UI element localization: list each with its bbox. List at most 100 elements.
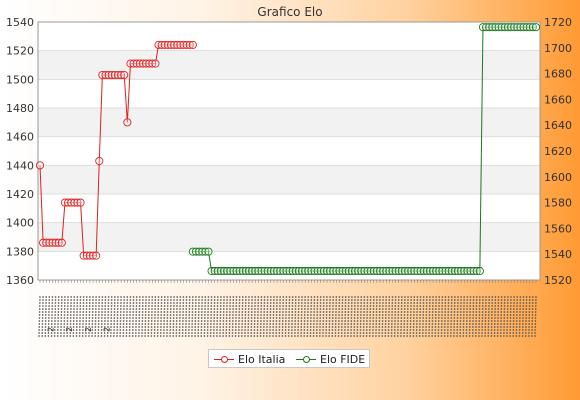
x-tick-label-mark	[147, 295, 150, 339]
plot-border	[37, 21, 541, 281]
x-tick-label-mark	[197, 295, 200, 339]
data-point	[385, 266, 394, 276]
chart-title: Grafico Elo	[257, 5, 322, 19]
x-tick-label-mark	[88, 295, 91, 339]
data-point	[142, 59, 151, 68]
data-point	[475, 266, 484, 276]
y-left-tick-label: 1480	[6, 102, 34, 115]
x-tick-label-mark	[135, 295, 138, 339]
x-tick-label-mark	[256, 295, 260, 339]
y-left-tick-label: 1440	[6, 159, 34, 172]
legend-label-elo-fide: Elo FIDE	[320, 352, 366, 366]
x-tick-label-mark	[534, 295, 537, 339]
data-point	[163, 40, 172, 49]
data-point	[516, 23, 525, 32]
x-tick-label-mark	[368, 295, 372, 339]
data-point	[64, 198, 73, 207]
legend-item-elo-fide: Elo FIDE	[295, 352, 365, 366]
x-tick-label-mark	[69, 295, 72, 339]
data-point	[188, 247, 197, 256]
x-tick-label-mark	[228, 295, 231, 339]
x-tick-label-mark	[431, 295, 434, 339]
x-tick-label-mark	[172, 295, 175, 339]
data-point	[45, 238, 54, 247]
x-tick-label-mark	[144, 295, 147, 339]
x-tick-label-mark	[175, 295, 178, 339]
x-tick-label-mark	[138, 295, 141, 339]
data-point	[338, 266, 347, 276]
data-point	[182, 40, 191, 49]
data-point	[297, 266, 307, 276]
x-tick-label-mark	[315, 295, 319, 339]
data-point	[48, 238, 57, 247]
x-tick-label-mark	[150, 295, 154, 339]
y-right-tick-label: 1560	[544, 222, 572, 235]
x-tick-label-mark	[247, 295, 250, 339]
data-point	[88, 251, 98, 260]
x-tick-label-mark	[397, 295, 400, 339]
x-tick-label-mark	[100, 295, 104, 339]
x-tick-label-mark	[57, 295, 60, 339]
data-point	[419, 266, 428, 276]
x-tick-label-mark	[484, 295, 487, 339]
data-point	[42, 238, 51, 247]
x-tick-label-mark	[110, 295, 113, 339]
x-tick-label-mark	[278, 295, 281, 339]
data-point	[110, 70, 119, 80]
x-tick-label-mark	[156, 295, 160, 339]
x-tick-label-mark	[266, 295, 269, 339]
data-point	[335, 266, 344, 276]
data-point	[216, 266, 225, 276]
data-point	[129, 59, 138, 68]
data-point	[307, 266, 316, 276]
x-tick-label-mark	[471, 295, 475, 339]
x-tick-label-mark	[44, 295, 47, 339]
x-tick-label-mark	[403, 295, 406, 339]
data-point	[160, 40, 169, 49]
x-tick-label-mark	[206, 295, 210, 339]
data-point	[248, 266, 257, 276]
y-right-tick-label: 1600	[544, 171, 572, 184]
x-tick-label-mark	[468, 295, 472, 339]
x-tick-label-mark	[41, 295, 44, 339]
x-tick-label-mark	[81, 295, 85, 339]
x-tick-label-mark	[287, 295, 291, 339]
x-tick-label-mark	[319, 295, 322, 339]
x-tick-label-mark	[106, 295, 110, 339]
data-point	[291, 266, 300, 276]
grid-band	[38, 194, 540, 223]
data-point	[304, 266, 313, 276]
data-point	[254, 266, 263, 276]
data-point	[488, 23, 497, 32]
data-point	[151, 59, 160, 68]
x-tick-label-mark	[359, 295, 363, 339]
data-point	[444, 266, 453, 276]
data-point	[326, 266, 335, 276]
x-tick-label-mark	[481, 295, 484, 339]
x-tick-label-mark	[487, 295, 490, 339]
data-point	[229, 266, 238, 276]
y-right-tick-label: 1680	[544, 68, 572, 81]
data-point	[123, 118, 132, 127]
series-line	[192, 26, 536, 272]
x-tick-label-mark	[253, 295, 256, 339]
data-point	[441, 266, 450, 276]
x-tick-label-mark	[234, 295, 238, 339]
data-point	[354, 266, 363, 276]
data-point	[135, 59, 144, 68]
data-point	[257, 266, 266, 276]
x-tick-label-mark	[434, 295, 437, 339]
data-point	[35, 161, 45, 170]
data-point	[500, 23, 509, 32]
x-tick-label-mark	[50, 295, 54, 339]
x-tick-label-mark	[178, 295, 182, 339]
x-tick-label-mark	[269, 295, 272, 339]
data-point	[107, 70, 116, 80]
y-left-tick-label: 1400	[6, 217, 34, 230]
x-tick-label-mark	[425, 295, 428, 339]
data-point	[485, 23, 494, 32]
x-tick-label-mark	[184, 295, 188, 339]
data-point	[466, 266, 475, 276]
x-tick-label-mark	[244, 295, 247, 339]
